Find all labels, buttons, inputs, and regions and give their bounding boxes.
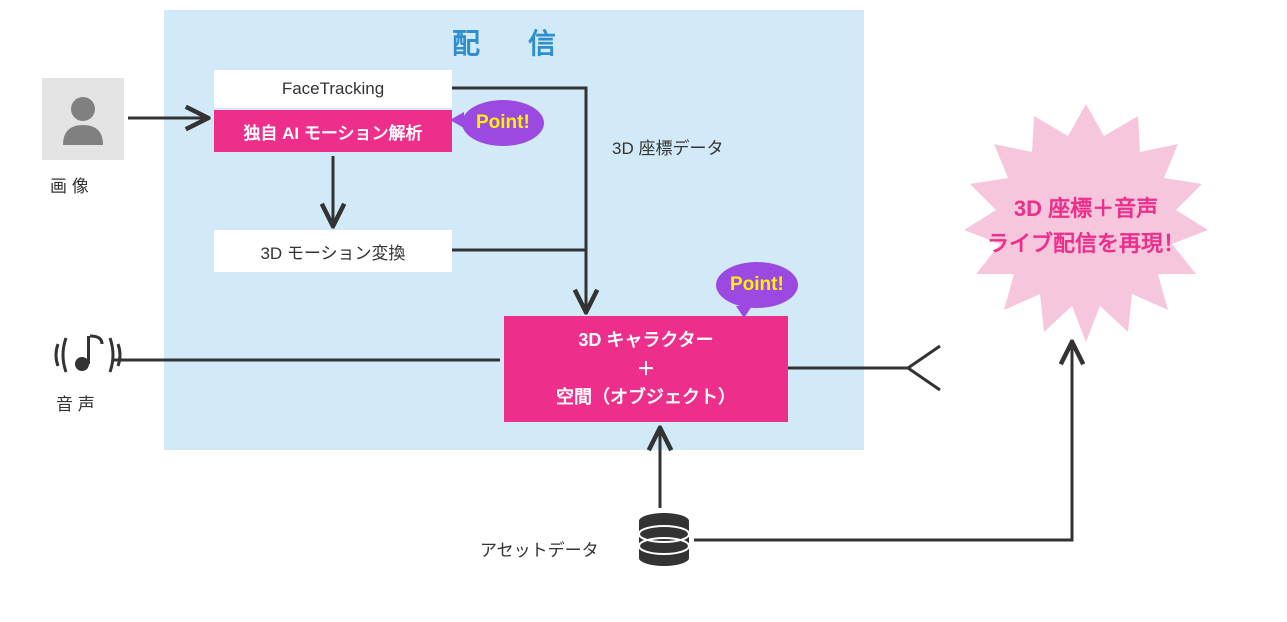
- node-ai-motion: 独自 AI モーション解析: [214, 110, 452, 152]
- label-3d-coord-data: 3D 座標データ: [612, 134, 723, 159]
- starburst-line2: ライブ配信を再現！: [987, 226, 1185, 261]
- node-motion-conv: 3D モーション変換: [214, 230, 452, 272]
- image-input-label: 画 像: [50, 172, 89, 197]
- audio-input-icon: [52, 328, 124, 382]
- node-character-line1: 3D キャラクター: [578, 326, 713, 355]
- audio-input-label: 音 声: [56, 390, 95, 415]
- point-bubble-1: Point!: [462, 100, 544, 146]
- result-starburst: 3D 座標＋音声 ライブ配信を再現！: [946, 96, 1226, 356]
- image-input-icon: [42, 78, 124, 160]
- point-bubble-2: Point!: [716, 262, 798, 308]
- node-character: 3D キャラクター ＋ 空間（オブジェクト）: [504, 316, 788, 422]
- container-title: 配 信: [452, 22, 566, 62]
- starburst-line1: 3D 座標＋音声: [987, 191, 1185, 226]
- database-icon: [636, 512, 692, 575]
- node-character-line2: ＋: [637, 355, 655, 384]
- node-character-line3: 空間（オブジェクト）: [556, 383, 736, 412]
- node-face-tracking: FaceTracking: [214, 70, 452, 108]
- label-asset-data: アセットデータ: [480, 536, 599, 561]
